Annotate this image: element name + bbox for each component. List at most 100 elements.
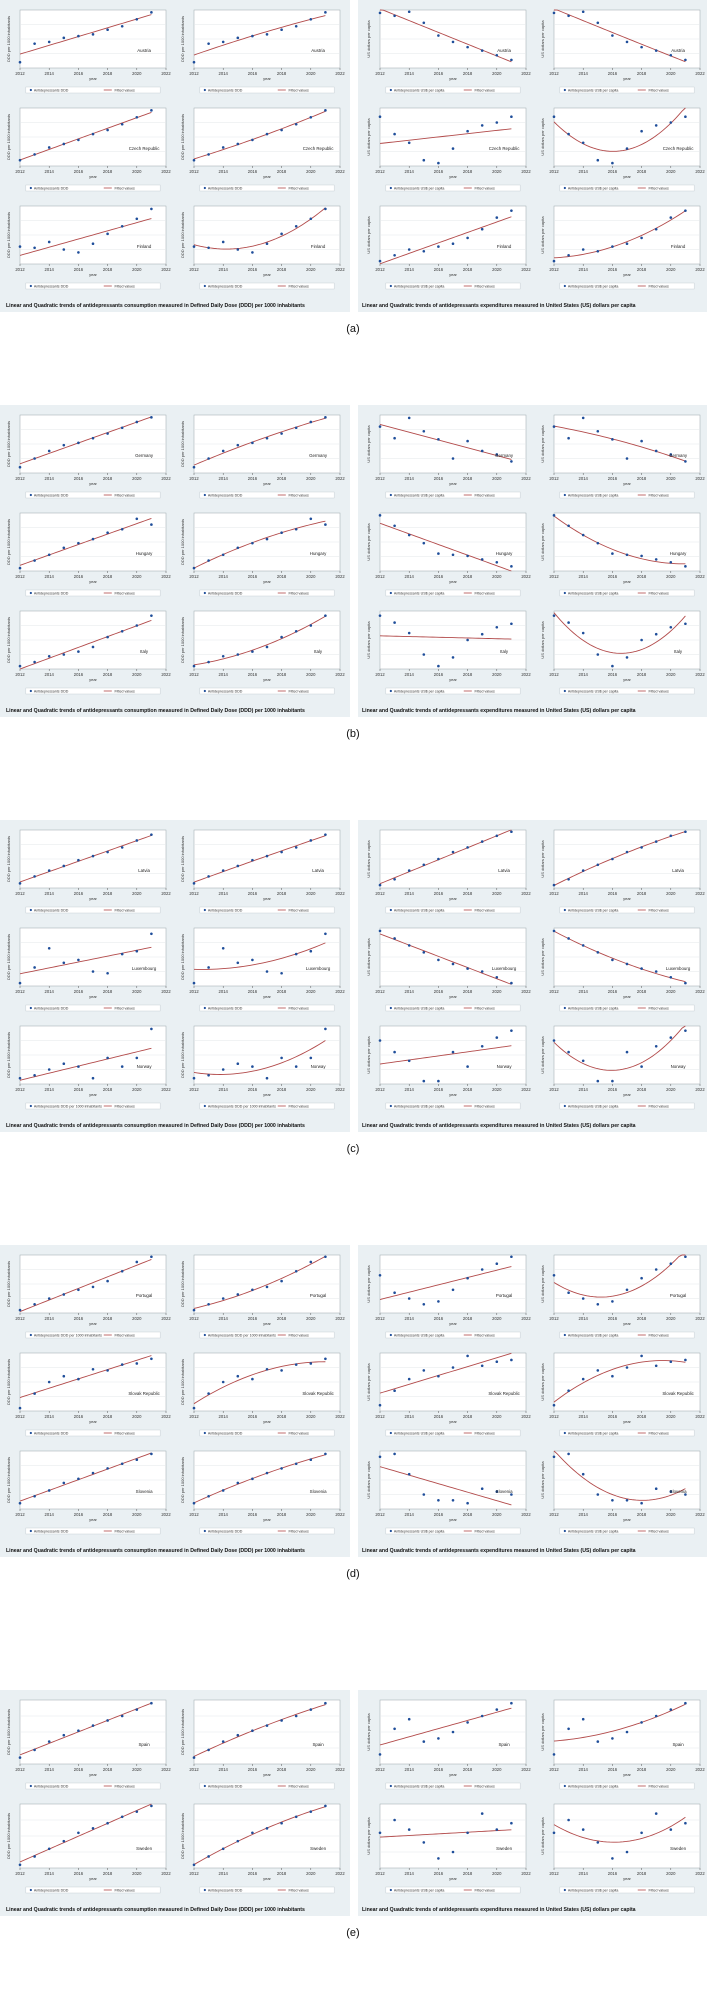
data-point [495,216,499,219]
data-point [192,158,196,162]
x-tick-label: 2018 [277,672,287,677]
x-tick-label: 2020 [306,1087,316,1092]
legend-marker-points [203,1784,206,1788]
x-tick-label: 2016 [608,267,618,272]
x-tick-label: 2018 [463,1767,473,1772]
data-point [669,625,673,629]
fitted-line [19,1452,152,1502]
legend-marker-points [389,493,392,497]
x-tick-label: 2022 [161,1087,171,1092]
data-point [510,115,513,118]
data-point [251,541,254,545]
data-point [654,1364,658,1368]
data-point [280,1279,283,1283]
data-point [280,232,283,236]
x-axis-label: year [449,677,457,682]
x-tick-label: 2012 [15,1767,25,1772]
data-point [309,115,313,119]
expenditure-quadratic-plot: 2012 2014 2016 2018 2020 2022 year US dollars p… [536,1694,706,1792]
x-axis-label: year [623,994,631,999]
data-point [407,533,411,537]
fitted-line [19,1803,152,1863]
y-axis-label: US dollars per capita [540,938,545,976]
data-point [495,1262,499,1265]
x-tick-label: 2020 [132,574,142,579]
country-label: Spain [498,1742,510,1747]
data-point [294,122,298,126]
x-tick-label: 2018 [463,476,473,481]
data-point [480,49,484,52]
legend-marker-points [563,1333,566,1337]
x-tick-label: 2012 [549,71,559,76]
legend-entry: Fitted values [474,284,495,288]
legend-entry: Antidepressants DDD [208,689,243,693]
y-axis-label: DDD per 1000 inhabitants [180,421,185,467]
legend-marker-points [203,591,206,595]
data-point [466,1831,469,1835]
data-point [596,158,600,162]
data-point [378,514,382,517]
legend-entry: Fitted values [114,908,135,912]
data-point [378,11,382,15]
data-point [135,517,139,521]
fitted-line [379,933,512,985]
data-point [640,45,643,49]
x-tick-label: 2020 [132,989,142,994]
panel-label: (a) [346,323,359,335]
x-tick-label: 2014 [45,891,55,896]
data-point [407,1377,411,1381]
data-point [33,42,36,45]
x-tick-label: 2018 [463,169,473,174]
data-point [192,981,196,985]
data-point [552,1039,556,1042]
x-tick-label: 2014 [219,891,229,896]
data-point [236,961,240,965]
x-tick-label: 2016 [608,574,618,579]
data-point [221,869,225,872]
data-point [552,259,556,263]
legend-entry: Fitted values [474,186,495,190]
x-tick-label: 2012 [189,891,199,896]
data-point [495,625,499,629]
data-point [280,128,283,132]
legend-marker-points [563,493,566,497]
x-tick-label: 2016 [248,1414,258,1419]
data-point [18,566,22,570]
x-tick-label: 2018 [277,1414,287,1419]
data-point [77,1377,80,1381]
data-point [251,1065,254,1068]
x-tick-label: 2022 [161,71,171,76]
legend [199,589,335,597]
data-point [251,1477,254,1481]
x-tick-label: 2014 [219,71,229,76]
data-point [378,1274,382,1277]
x-tick-label: 2020 [132,1087,142,1092]
data-point [221,146,225,149]
data-point [91,537,95,541]
x-tick-label: 2012 [375,891,385,896]
legend-entry: Antidepressants US$ per capita [568,88,619,92]
x-tick-label: 2018 [277,574,287,579]
x-tick-label: 2014 [219,476,229,481]
fitted-line [553,1450,686,1501]
data-point [192,1501,196,1505]
x-tick-label: 2022 [695,267,705,272]
x-axis-label: year [89,1772,97,1777]
legend [199,1004,335,1012]
legend-entry: Antidepressants US$ per capita [394,689,445,693]
legend-entry: Fitted values [114,284,135,288]
x-tick-label: 2020 [666,574,676,579]
data-point [510,209,513,212]
x-tick-label: 2022 [695,1512,705,1517]
data-point [437,1857,440,1860]
x-axis-label: year [623,76,631,81]
data-point [324,1027,327,1031]
consumption-quadratic-plot: 2012 2014 2016 2018 2020 2022 year DDD per 1000… [176,605,346,697]
y-axis-label: DDD per 1000 inhabitants [6,934,11,980]
data-point [221,40,225,44]
legend [559,1102,695,1110]
x-tick-label: 2022 [335,267,345,272]
data-point [407,1717,411,1721]
legend-entry: Fitted values [474,493,495,497]
data-point [451,1730,455,1734]
